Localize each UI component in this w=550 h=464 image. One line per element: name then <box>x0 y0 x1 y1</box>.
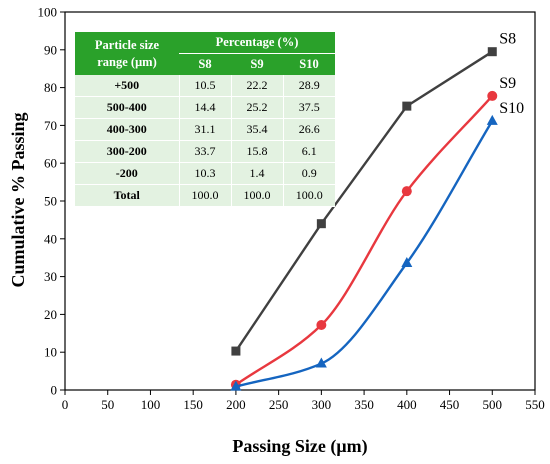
series-label-s10: S10 <box>499 100 524 117</box>
cell: 100.0 <box>282 184 335 207</box>
cell: 28.9 <box>282 75 335 97</box>
cell: 10.3 <box>178 162 231 185</box>
cell: 22.2 <box>230 75 283 97</box>
row-label: Total <box>75 184 179 207</box>
x-tick-label: 100 <box>141 397 161 412</box>
series-line-s10 <box>235 120 494 388</box>
y-tick-label: 90 <box>44 42 57 57</box>
table-col-s9: S9 <box>231 53 283 75</box>
data-point-s9 <box>401 186 412 197</box>
cell: 14.4 <box>178 96 231 119</box>
x-tick-label: 350 <box>354 397 374 412</box>
cell: 0.9 <box>282 162 335 185</box>
table-col-s10: S10 <box>283 53 335 75</box>
cell: 26.6 <box>282 118 335 141</box>
data-point-s8 <box>316 219 326 229</box>
data-point-s10 <box>486 114 498 125</box>
cell: 31.1 <box>178 118 231 141</box>
y-tick-label: 10 <box>44 345 57 360</box>
y-tick-label: 0 <box>51 383 58 398</box>
y-axis-title: Cumulative % Passing <box>8 112 28 287</box>
row-label: 500-400 <box>75 96 179 119</box>
y-tick-label: 70 <box>44 118 57 133</box>
y-tick-label: 20 <box>44 307 57 322</box>
x-tick-label: 0 <box>62 397 69 412</box>
cell: 33.7 <box>178 140 231 163</box>
cell: 25.2 <box>230 96 283 119</box>
x-tick-label: 450 <box>440 397 460 412</box>
data-point-s8 <box>231 346 241 356</box>
series-line-s9 <box>235 95 494 386</box>
data-point-s10 <box>401 256 413 267</box>
table-header-size-range: Particle size range (μm) <box>75 32 179 75</box>
x-tick-label: 200 <box>226 397 246 412</box>
table-row: +500 10.5 22.2 28.9 <box>75 75 335 97</box>
data-point-s10 <box>230 380 242 391</box>
table-row: 500-400 14.4 25.2 37.5 <box>75 96 335 119</box>
data-point-s9 <box>316 319 327 330</box>
cell: 6.1 <box>282 140 335 163</box>
x-tick-label: 300 <box>312 397 332 412</box>
cell: 10.5 <box>178 75 231 97</box>
y-tick-label: 80 <box>44 80 57 95</box>
x-axis-title: Passing Size (μm) <box>232 436 367 457</box>
table-row: 300-200 33.7 15.8 6.1 <box>75 140 335 163</box>
table-header-percentage: Percentage (%) <box>179 32 335 54</box>
row-label: +500 <box>75 75 179 97</box>
cell: 100.0 <box>178 184 231 207</box>
table-row: 400-300 31.1 35.4 26.6 <box>75 118 335 141</box>
row-label: 400-300 <box>75 118 179 141</box>
series-label-s8: S8 <box>499 31 516 48</box>
cell: 35.4 <box>230 118 283 141</box>
data-point-s10 <box>315 357 327 368</box>
inset-table: Particle size range (μm) Percentage (%) … <box>75 32 335 207</box>
x-tick-label: 500 <box>483 397 503 412</box>
x-tick-label: 250 <box>269 397 289 412</box>
y-tick-label: 40 <box>44 231 57 246</box>
data-point-s8 <box>487 47 497 57</box>
y-tick-label: 60 <box>44 156 57 171</box>
axes: 0 50 100 150 200 250 300 350 400 450 500 550 0 10 20 30… <box>38 5 545 413</box>
table-col-s8: S8 <box>179 53 231 75</box>
table-row: Total 100.0 100.0 100.0 <box>75 184 335 207</box>
y-tick-label: 100 <box>38 5 58 20</box>
x-tick-label: 150 <box>183 397 203 412</box>
row-label: 300-200 <box>75 140 179 163</box>
x-tick-label: 400 <box>397 397 417 412</box>
row-label: -200 <box>75 162 179 185</box>
data-point-s9 <box>487 90 498 101</box>
cell: 15.8 <box>230 140 283 163</box>
x-tick-label: 550 <box>525 397 545 412</box>
y-tick-label: 50 <box>44 194 57 209</box>
series-line-s8 <box>234 50 493 352</box>
cell: 1.4 <box>230 162 283 185</box>
cell: 37.5 <box>282 96 335 119</box>
data-point-s8 <box>402 101 412 111</box>
cell: 100.0 <box>230 184 283 207</box>
x-tick-label: 50 <box>101 397 114 412</box>
y-tick-label: 30 <box>44 269 57 284</box>
table-row: -200 10.3 1.4 0.9 <box>75 162 335 185</box>
series-label-s9: S9 <box>499 75 516 92</box>
